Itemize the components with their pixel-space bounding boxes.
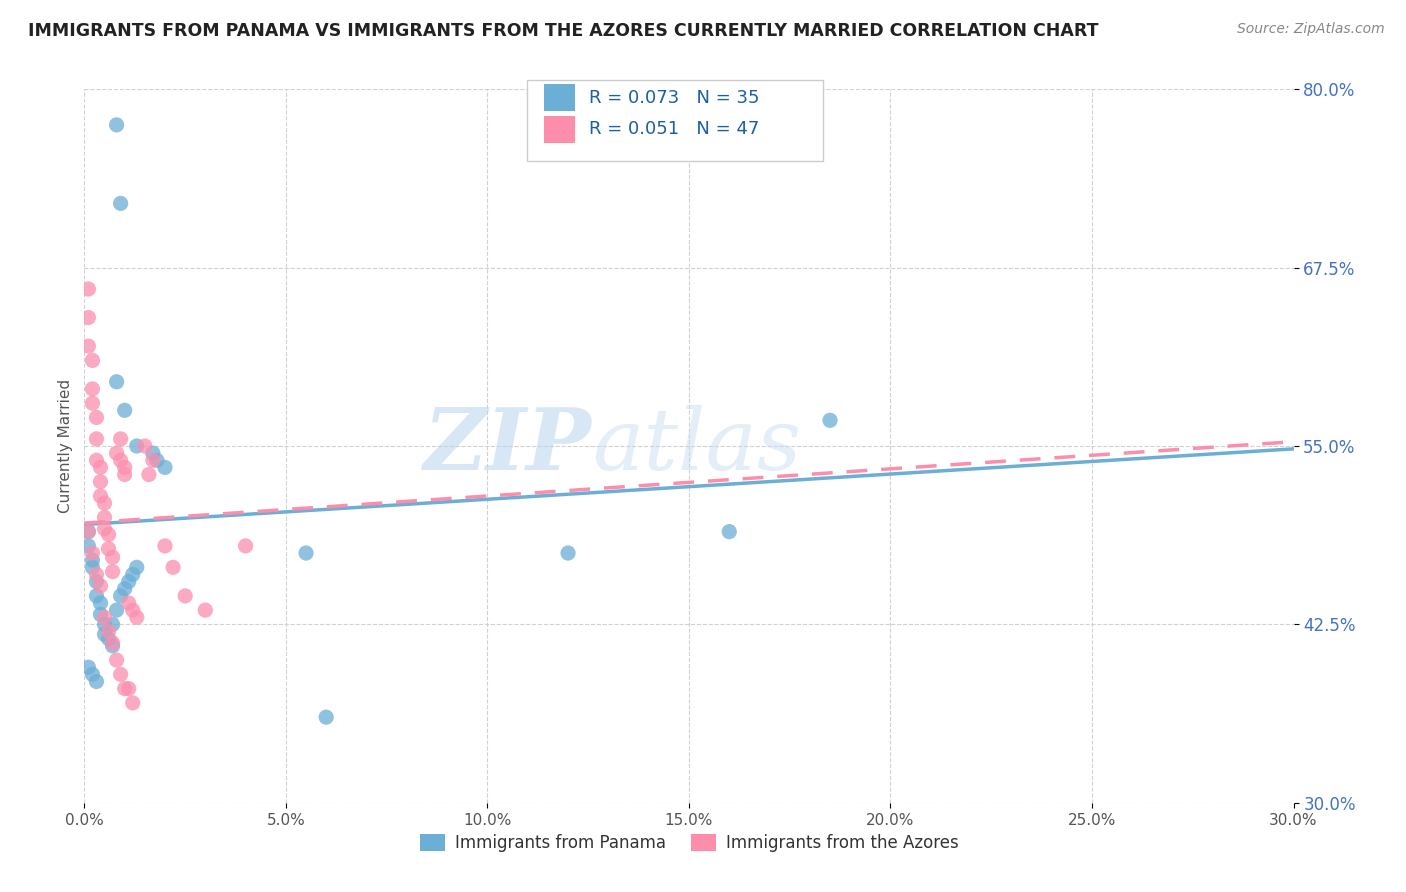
Point — [82, 560, 104, 574]
Point — [93, 627, 115, 641]
Point — [101, 639, 124, 653]
Point — [110, 196, 132, 211]
Point — [82, 353, 104, 368]
Point — [82, 667, 104, 681]
Point — [101, 617, 124, 632]
Point — [86, 567, 108, 582]
Point — [77, 310, 100, 325]
Point — [86, 453, 108, 467]
Point — [114, 467, 136, 482]
Point — [557, 546, 579, 560]
Text: atlas: atlas — [592, 405, 801, 487]
Point — [93, 522, 115, 536]
Point — [121, 696, 143, 710]
Point — [114, 460, 136, 475]
Point — [89, 596, 111, 610]
Point — [146, 453, 169, 467]
Point — [93, 617, 115, 632]
Point — [89, 579, 111, 593]
Point — [125, 439, 148, 453]
Point — [89, 475, 111, 489]
Text: R = 0.073   N = 35: R = 0.073 N = 35 — [589, 89, 759, 107]
Point — [77, 660, 100, 674]
Point — [86, 674, 108, 689]
Text: IMMIGRANTS FROM PANAMA VS IMMIGRANTS FROM THE AZORES CURRENTLY MARRIED CORRELATI: IMMIGRANTS FROM PANAMA VS IMMIGRANTS FRO… — [28, 22, 1098, 40]
Point — [101, 550, 124, 565]
Point — [142, 446, 165, 460]
Point — [125, 560, 148, 574]
Point — [162, 560, 184, 574]
Point — [110, 589, 132, 603]
Point — [121, 603, 143, 617]
Point — [97, 632, 120, 646]
Point — [315, 710, 337, 724]
Point — [174, 589, 197, 603]
Point — [86, 574, 108, 589]
Text: Source: ZipAtlas.com: Source: ZipAtlas.com — [1237, 22, 1385, 37]
Point — [77, 339, 100, 353]
Point — [82, 553, 104, 567]
Point — [105, 118, 128, 132]
Point — [153, 539, 176, 553]
Point — [89, 460, 111, 475]
Point — [93, 496, 115, 510]
Point — [77, 524, 100, 539]
Point — [86, 589, 108, 603]
Point — [77, 282, 100, 296]
Text: R = 0.051   N = 47: R = 0.051 N = 47 — [589, 120, 759, 138]
Point — [114, 582, 136, 596]
Point — [125, 610, 148, 624]
Point — [121, 567, 143, 582]
Point — [101, 636, 124, 650]
Point — [295, 546, 318, 560]
Point — [97, 624, 120, 639]
Point — [110, 432, 132, 446]
Point — [818, 413, 841, 427]
Point — [82, 546, 104, 560]
Point — [110, 453, 132, 467]
Point — [114, 403, 136, 417]
Point — [93, 510, 115, 524]
Point — [77, 524, 100, 539]
Point — [93, 610, 115, 624]
Point — [89, 607, 111, 622]
Point — [114, 681, 136, 696]
Point — [97, 541, 120, 556]
Legend: Immigrants from Panama, Immigrants from the Azores: Immigrants from Panama, Immigrants from … — [413, 827, 965, 859]
Point — [118, 574, 141, 589]
Point — [118, 681, 141, 696]
Point — [105, 653, 128, 667]
Point — [134, 439, 156, 453]
Point — [194, 603, 217, 617]
Point — [82, 396, 104, 410]
Point — [105, 603, 128, 617]
Point — [138, 467, 160, 482]
Point — [105, 446, 128, 460]
Point — [118, 596, 141, 610]
Point — [153, 460, 176, 475]
Point — [142, 453, 165, 467]
Point — [86, 410, 108, 425]
Point — [89, 489, 111, 503]
Point — [77, 539, 100, 553]
Point — [101, 565, 124, 579]
Point — [86, 432, 108, 446]
Point — [97, 527, 120, 541]
Text: ZIP: ZIP — [425, 404, 592, 488]
Point — [235, 539, 257, 553]
Point — [105, 375, 128, 389]
Point — [82, 382, 104, 396]
Point — [718, 524, 741, 539]
Point — [110, 667, 132, 681]
Y-axis label: Currently Married: Currently Married — [58, 379, 73, 513]
